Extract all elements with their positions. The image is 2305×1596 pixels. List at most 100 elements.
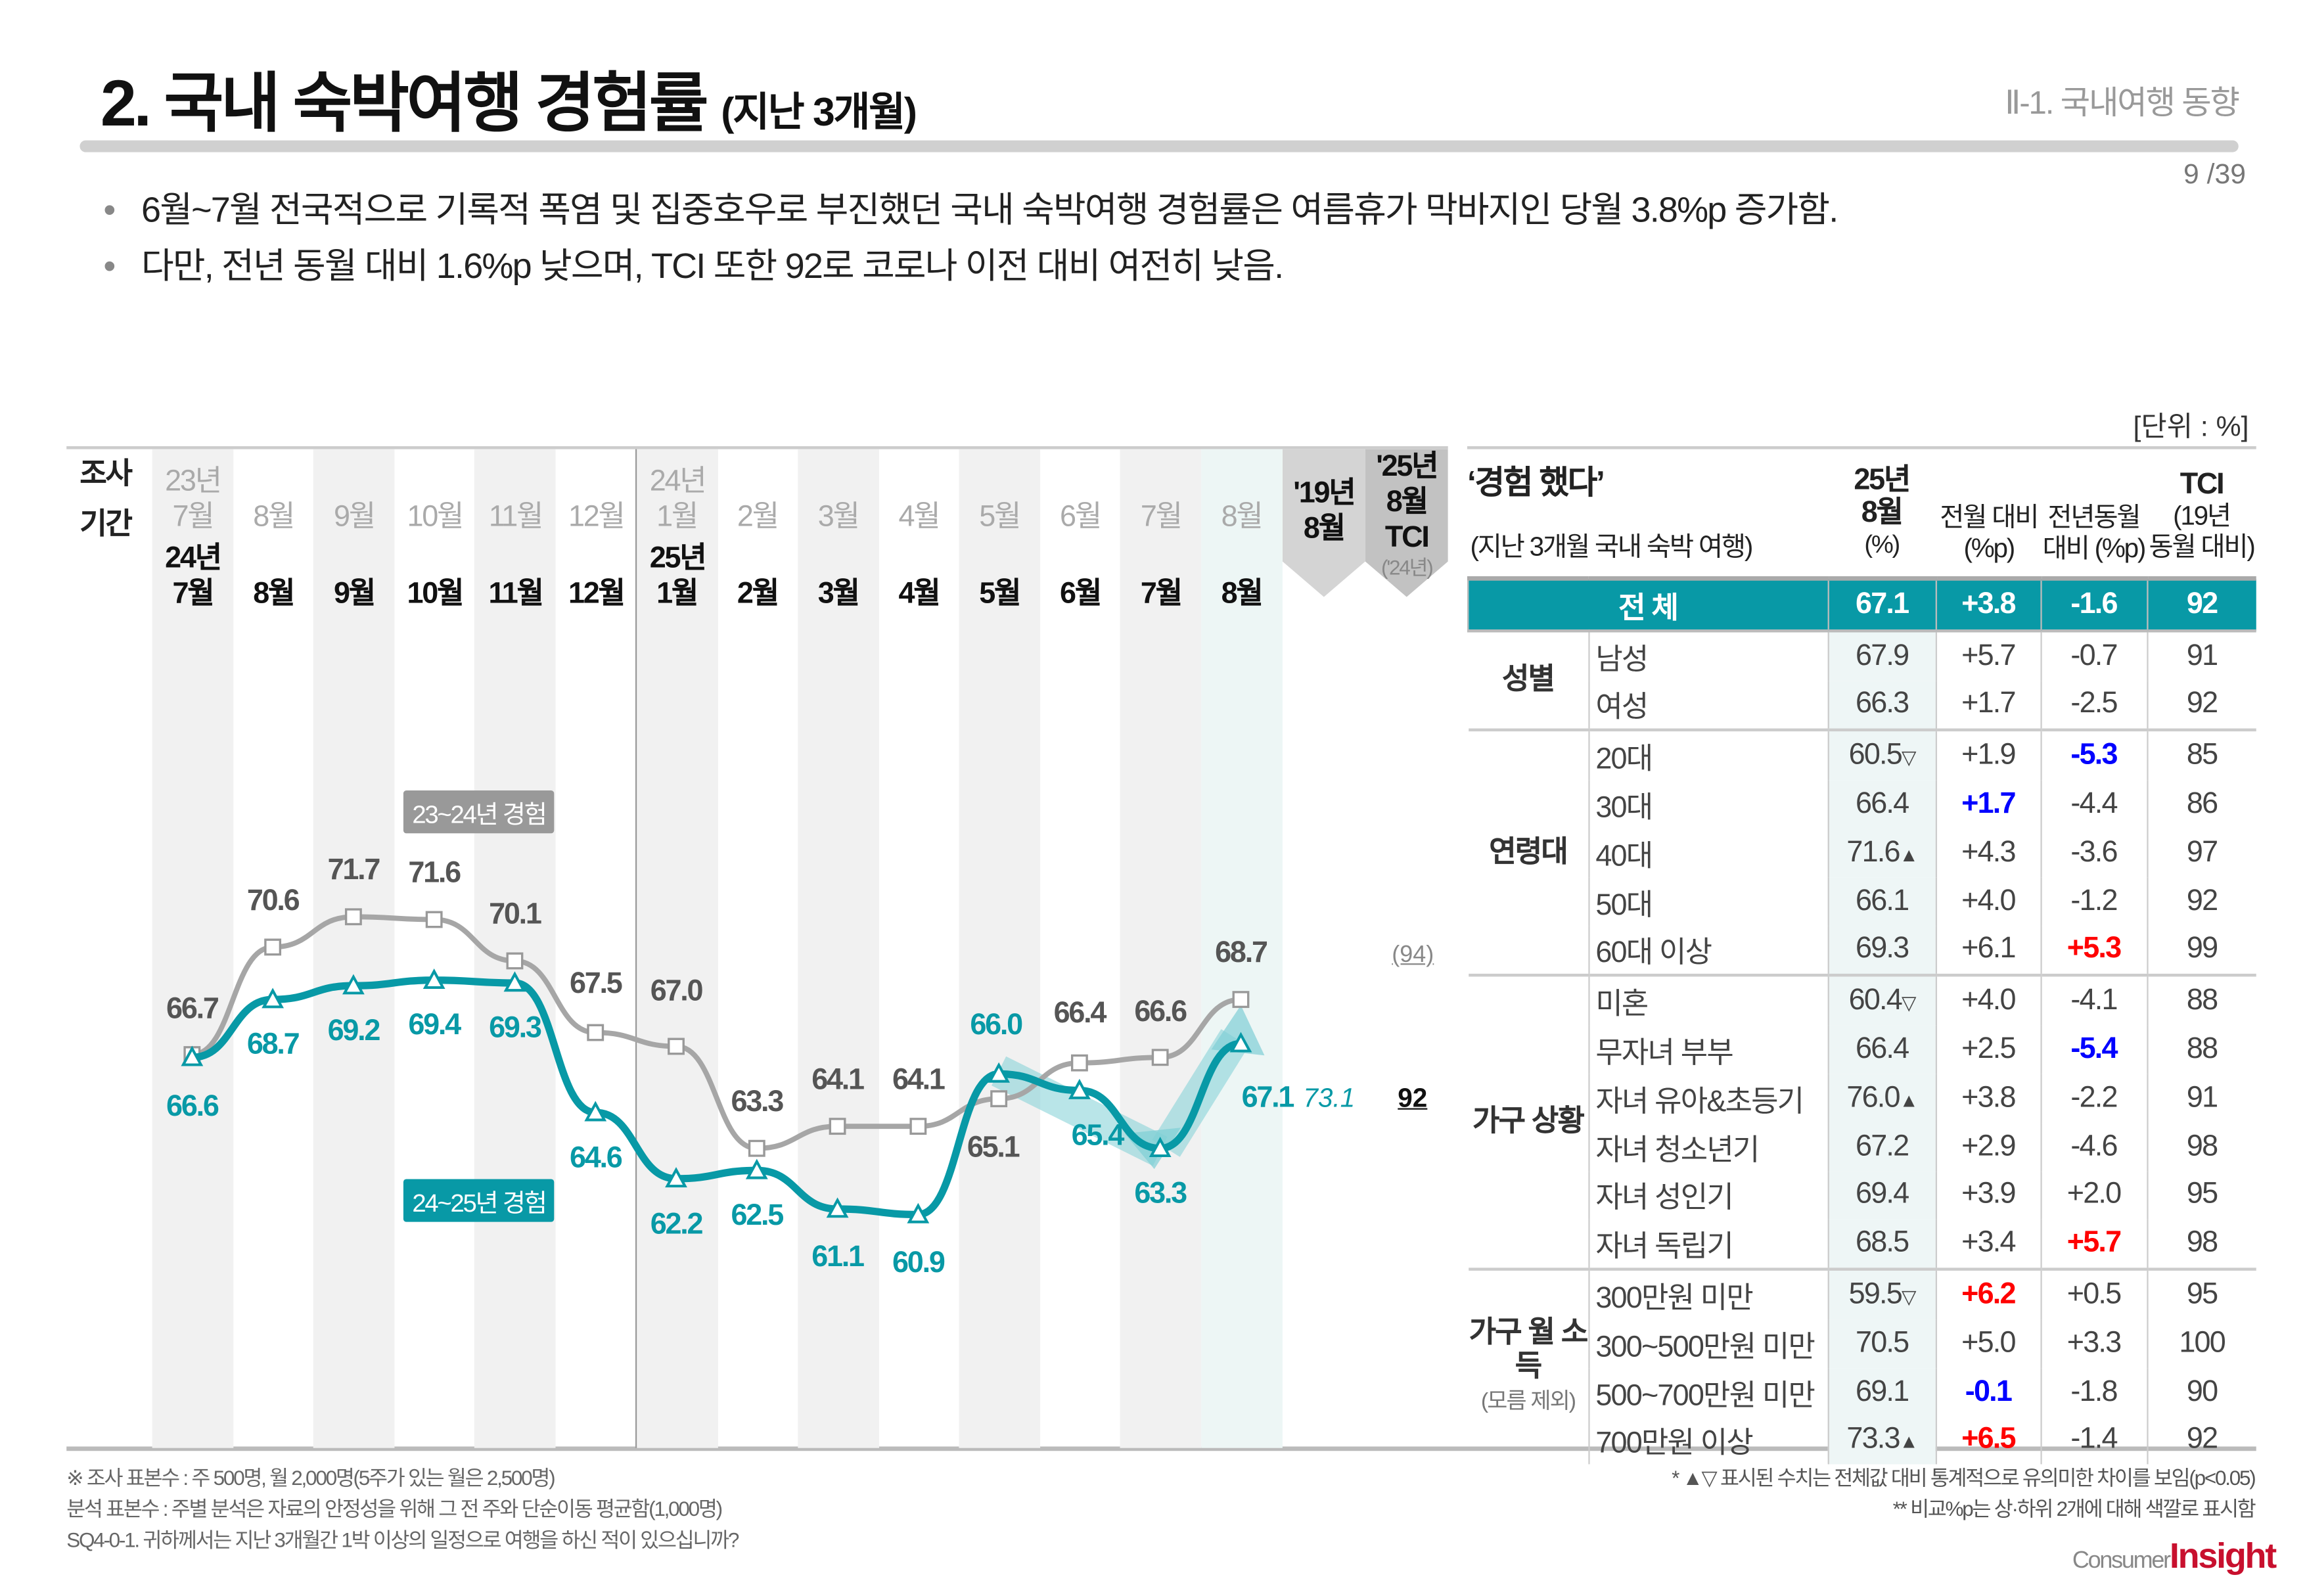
- table-row: 무자녀 부부 66.4 +2.5 -5.4 88: [1468, 1025, 2256, 1074]
- significant-down-icon: ▽: [1901, 992, 1917, 1015]
- data-point-23-24: [1232, 991, 1250, 1009]
- data-label-24-25: 69.4: [408, 1009, 461, 1043]
- month-label-previous: 12월: [568, 501, 626, 534]
- h: (%p): [1963, 533, 2015, 563]
- month-column: [636, 449, 718, 1448]
- data-point-24-25: [584, 1101, 607, 1122]
- data-point-24-25: [665, 1167, 687, 1188]
- row-value: 73.3▲: [1827, 1416, 1937, 1465]
- month-label-previous: 1월: [656, 501, 698, 534]
- bullet-item: • 6월~7월 전국적으로 기록적 폭염 및 집중호우로 부진했던 국내 숙박여행…: [103, 191, 1838, 231]
- significant-up-icon: ▲: [1899, 1088, 1919, 1111]
- group-name: 가구 상황: [1472, 1105, 1585, 1139]
- row-yoy: -3.6: [2040, 829, 2148, 878]
- h: 동월 대비): [2149, 532, 2255, 562]
- month-label-current: 11월: [488, 578, 543, 610]
- value: 69.4: [1855, 1178, 1909, 1211]
- bottom-rule: [66, 1446, 2256, 1451]
- table-top-rule: [1467, 446, 2256, 449]
- row-yoy: -4.6: [2040, 1122, 2148, 1172]
- chart-top-rule: [66, 446, 1448, 449]
- tci-2019-header: '19년 8월: [1283, 476, 1365, 547]
- row-value: 66.4: [1827, 780, 1937, 829]
- table-row: 연령대 20대 60.5▽ +1.9 -5.3 85: [1468, 729, 2256, 976]
- data-point-24-25: [181, 1045, 204, 1066]
- data-label-23-24: 66.6: [1134, 995, 1187, 1028]
- row-mom: +5.7: [1936, 630, 2042, 681]
- month-label-current: 1월: [656, 578, 698, 610]
- row-mom: +3.9: [1936, 1171, 2042, 1220]
- row-tci: 91: [2186, 1081, 2218, 1114]
- row-tci: 100: [2179, 1326, 2225, 1359]
- row-tci: 95: [2147, 1267, 2256, 1319]
- h: 8월: [1861, 496, 1904, 530]
- table-title: ‘경험 했다’: [1467, 464, 1605, 501]
- row-item: 여성: [1588, 680, 1829, 731]
- table-row: 60대 이상 69.3 +6.1 +5.3 99: [1468, 925, 2256, 976]
- month-column: [1120, 449, 1202, 1448]
- row-tci: 92: [2186, 1423, 2218, 1456]
- significant-down-icon: ▽: [1901, 746, 1917, 769]
- note: * ▲▽ 표시된 수치는 전체값 대비 통계적으로 유의미한 차이를 보임(p<…: [1672, 1465, 2256, 1490]
- row-item: 자녀 성인기: [1588, 1171, 1829, 1220]
- value: 59.5: [1848, 1278, 1903, 1311]
- top-year-label: 24년: [649, 465, 707, 498]
- data-point-23-24: [506, 952, 524, 970]
- row-yoy: +2.0: [2040, 1171, 2148, 1220]
- value: 76.0: [1846, 1081, 1900, 1114]
- row-yoy: -4.1: [2040, 974, 2148, 1026]
- data-label-24-25: 69.2: [327, 1015, 381, 1048]
- header-divider: [80, 140, 2239, 152]
- h: (%): [1864, 530, 1900, 559]
- table-row: 가구 상황 미혼 60.4▽ +4.0 -4.1 88: [1468, 974, 2256, 1269]
- group-name: 연령대: [1489, 836, 1568, 869]
- row-value: 76.0▲: [1827, 1074, 1937, 1123]
- top-year-label: 23년: [165, 465, 222, 498]
- table-title-sub: (지난 3개월 국내 숙박 여행): [1470, 532, 1753, 562]
- data-point-23-24: [425, 911, 443, 928]
- row-mom: +4.0: [1936, 877, 2042, 926]
- table-row: 40대 71.6▲ +4.3 -3.6 97: [1468, 829, 2256, 878]
- month-column: [152, 449, 234, 1448]
- month-label-current: 10월: [407, 578, 464, 610]
- month-label-previous: 8월: [253, 501, 295, 534]
- month-column: [797, 449, 879, 1448]
- data-point-24-25: [826, 1197, 849, 1218]
- tci-2019-pennant: [1282, 449, 1365, 597]
- tci-2025-pennant: [1365, 449, 1448, 597]
- month-column: [959, 449, 1041, 1448]
- row-yoy: +0.5: [2040, 1267, 2148, 1319]
- group-label: 가구 월 소득 (모름 제외): [1468, 1267, 1589, 1465]
- month-label-current: 3월: [817, 578, 860, 610]
- row-tci: 85: [2147, 729, 2256, 781]
- row-item: 50대: [1588, 877, 1829, 926]
- month-label-previous: 10월: [407, 501, 464, 534]
- row-value: 69.4: [1827, 1171, 1937, 1220]
- period-label: 조사 기간: [80, 449, 133, 550]
- total-tci: 92: [2146, 576, 2256, 633]
- table-row: 여성 66.3 +1.7 -2.5 92: [1468, 680, 2256, 731]
- row-item: 300만원 미만: [1588, 1267, 1829, 1319]
- bullet-text: 6월~7월 전국적으로 기록적 폭염 및 집중호우로 부진했던 국내 숙박여행 …: [141, 191, 1838, 231]
- note: ** 비교%p는 상·하위 2개에 대해 색깔로 표시함: [1892, 1496, 2256, 1520]
- data-label-24-25: 67.1: [1241, 1082, 1295, 1115]
- table-row: 500~700만원 미만 69.1 -0.1 -1.8 90: [1468, 1367, 2256, 1417]
- row-mom: +1.7: [1936, 680, 2042, 731]
- unit-label: [단위 : %]: [2133, 412, 2249, 444]
- row-tci: 88: [2147, 974, 2256, 1026]
- data-label-23-24: 63.3: [731, 1086, 784, 1119]
- significant-up-icon: ▲: [1899, 843, 1919, 866]
- data-label-23-24: 71.7: [327, 854, 381, 888]
- month-label-current: 5월: [979, 578, 1021, 610]
- row-mom: +3.8: [1936, 1074, 2042, 1123]
- significant-down-icon: ▽: [1901, 1285, 1917, 1308]
- data-point-24-25: [988, 1062, 1011, 1083]
- row-item: 자녀 청소년기: [1588, 1122, 1829, 1172]
- data-point-24-25: [907, 1202, 930, 1223]
- data-label-24-25: 65.4: [1071, 1120, 1125, 1153]
- row-mom: +6.1: [1936, 925, 2042, 976]
- table-row: 300~500만원 미만 70.5 +5.0 +3.3 100: [1468, 1319, 2256, 1368]
- row-mom: +6.5: [1936, 1416, 2042, 1465]
- data-point-23-24: [909, 1118, 927, 1135]
- data-label-23-24: 70.6: [246, 884, 300, 918]
